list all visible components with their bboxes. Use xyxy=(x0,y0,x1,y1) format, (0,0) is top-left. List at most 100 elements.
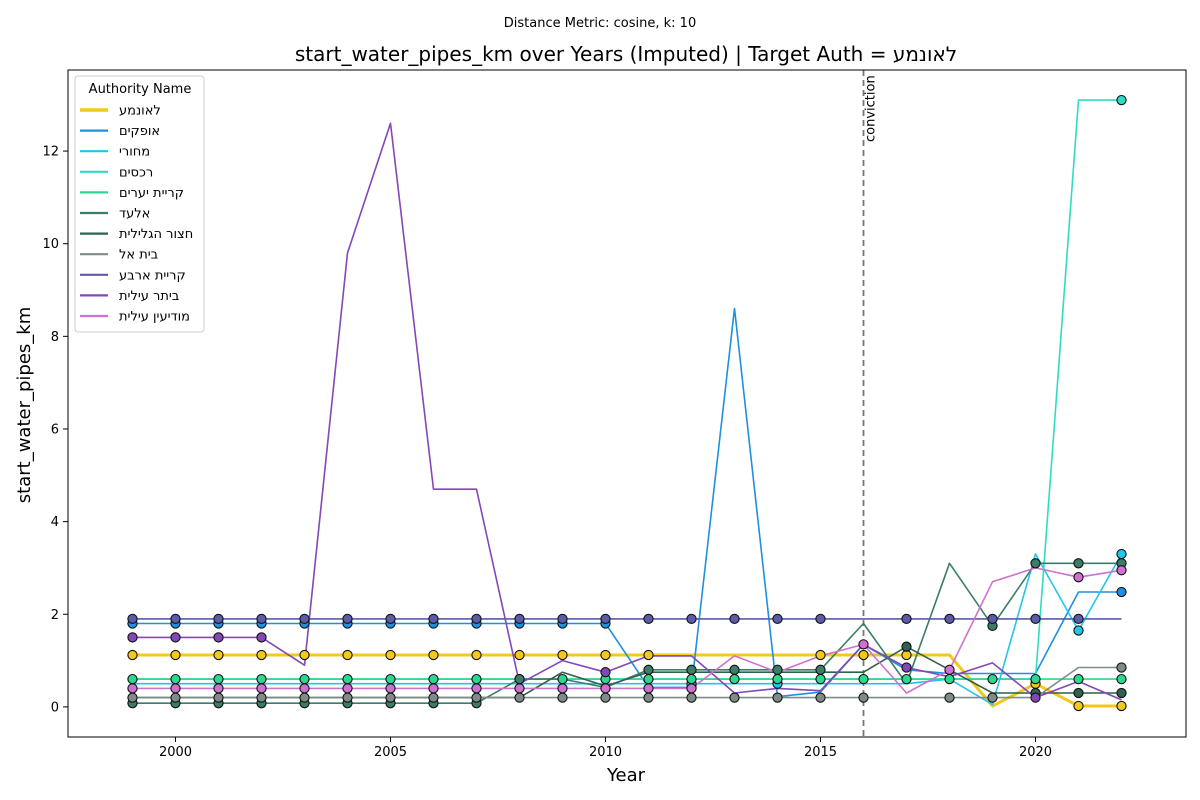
data-point-11-2007 xyxy=(471,683,482,694)
data-point-5-2002 xyxy=(256,673,267,685)
data-point-9-2012 xyxy=(686,613,697,625)
data-point-11-2021 xyxy=(1073,572,1084,583)
data-point-11-2003 xyxy=(299,683,310,694)
legend-label-10: ביתר עילית xyxy=(119,289,179,304)
data-point-5-1999 xyxy=(127,673,138,685)
data-point-9-2004 xyxy=(342,613,353,625)
series-line-3 xyxy=(132,553,1123,706)
data-point-11-1999 xyxy=(127,683,138,694)
data-point-10-2010 xyxy=(600,667,611,678)
legend-title: Authority Name xyxy=(89,82,192,97)
data-point-5-2022 xyxy=(1116,673,1127,685)
data-point-1-2001 xyxy=(213,649,224,661)
data-point-11-2009 xyxy=(557,683,568,694)
data-point-1-1999 xyxy=(127,649,138,661)
data-point-8-2010 xyxy=(600,692,611,703)
series-layer xyxy=(132,99,1123,708)
data-point-8-2000 xyxy=(170,692,181,703)
data-point-9-1999 xyxy=(127,613,138,625)
data-point-8-2014 xyxy=(772,692,783,703)
data-point-10-2002 xyxy=(256,632,267,643)
y-tick-label-8: 8 xyxy=(51,330,59,345)
legend-label-3: מחורי xyxy=(119,145,150,160)
data-point-5-2020 xyxy=(1030,673,1041,685)
data-point-5-2015 xyxy=(815,673,826,685)
data-point-8-2002 xyxy=(256,692,267,703)
data-point-9-2002 xyxy=(256,613,267,625)
data-point-5-2003 xyxy=(299,673,310,685)
data-point-8-2001 xyxy=(213,692,224,703)
data-point-5-2012 xyxy=(686,673,697,685)
legend-label-9: קריית ארבע xyxy=(119,268,186,283)
legend-label-6: אלעד xyxy=(119,207,150,222)
data-point-11-2012 xyxy=(686,683,697,694)
x-tick-label-2015: 2015 xyxy=(804,745,837,760)
data-point-5-2006 xyxy=(428,673,439,685)
x-tick-label-2010: 2010 xyxy=(589,745,622,760)
data-point-5-2019 xyxy=(987,673,998,685)
y-tick-label-6: 6 xyxy=(51,422,59,437)
data-point-1-2010 xyxy=(600,649,611,661)
data-point-11-2002 xyxy=(256,683,267,694)
marker-layer xyxy=(127,94,1127,712)
data-point-11-2005 xyxy=(385,683,396,694)
data-point-8-2004 xyxy=(342,692,353,703)
data-point-5-2013 xyxy=(729,673,740,685)
data-point-8-2015 xyxy=(815,692,826,703)
data-point-8-2012 xyxy=(686,692,697,703)
data-point-1-2007 xyxy=(471,649,482,661)
data-point-5-2009 xyxy=(557,673,568,685)
data-point-1-2004 xyxy=(342,649,353,661)
data-point-9-2001 xyxy=(213,613,224,625)
legend: Authority Name לאונמע אופקים מחורי רכסים קרי… xyxy=(74,75,205,333)
data-point-5-2001 xyxy=(213,673,224,685)
plot-area: conviction xyxy=(862,70,879,737)
data-point-9-2015 xyxy=(815,613,826,625)
data-point-8-2019 xyxy=(987,692,998,703)
data-point-5-2000 xyxy=(170,673,181,685)
data-point-7-2017 xyxy=(901,641,912,652)
data-point-8-2018 xyxy=(944,692,955,703)
data-point-10-2017 xyxy=(901,662,912,673)
data-point-1-2015 xyxy=(815,649,826,661)
data-point-8-2013 xyxy=(729,692,740,703)
legend-items: לאונמע אופקים מחורי רכסים קריית יערים אלעד חצו… xyxy=(80,104,193,325)
data-point-7-2022 xyxy=(1116,687,1127,699)
data-point-10-2000 xyxy=(170,632,181,643)
chart-title: start_water_pipes_km over Years (Imputed… xyxy=(295,42,957,66)
data-point-6-2014 xyxy=(772,664,783,675)
data-point-8-2005 xyxy=(385,692,396,703)
data-point-6-2015 xyxy=(815,664,826,675)
legend-label-4: רכסים xyxy=(119,165,153,180)
data-point-3-2022 xyxy=(1116,548,1127,560)
data-point-11-2018 xyxy=(944,664,955,675)
data-point-9-2021 xyxy=(1073,613,1084,625)
data-point-5-2011 xyxy=(643,673,654,685)
data-point-5-2017 xyxy=(901,673,912,685)
data-point-9-2008 xyxy=(514,613,525,625)
data-point-1-2021 xyxy=(1073,700,1084,712)
x-tick-label-2005: 2005 xyxy=(374,745,407,760)
data-point-11-2004 xyxy=(342,683,353,694)
data-point-1-2009 xyxy=(557,649,568,661)
legend-label-11: מודיעין עילית xyxy=(119,310,190,325)
data-point-6-2012 xyxy=(686,664,697,675)
data-point-8-1999 xyxy=(127,692,138,703)
data-point-5-2016 xyxy=(858,673,869,685)
data-point-10-2020 xyxy=(1030,692,1041,703)
data-point-8-2007 xyxy=(471,692,482,703)
data-point-6-2008 xyxy=(514,673,525,685)
data-point-5-2018 xyxy=(944,673,955,685)
data-point-9-2009 xyxy=(557,613,568,625)
y-axis-label: start_water_pipes_km xyxy=(14,307,35,503)
data-point-11-2011 xyxy=(643,683,654,694)
legend-label-2: אופקים xyxy=(119,124,160,139)
data-point-1-2011 xyxy=(643,649,654,661)
data-point-3-2021 xyxy=(1073,625,1084,636)
data-point-8-2003 xyxy=(299,692,310,703)
data-point-11-2000 xyxy=(170,683,181,694)
data-point-11-2010 xyxy=(600,683,611,694)
data-point-5-2004 xyxy=(342,673,353,685)
data-point-5-2014 xyxy=(772,673,783,685)
y-tick-label-4: 4 xyxy=(51,515,59,530)
